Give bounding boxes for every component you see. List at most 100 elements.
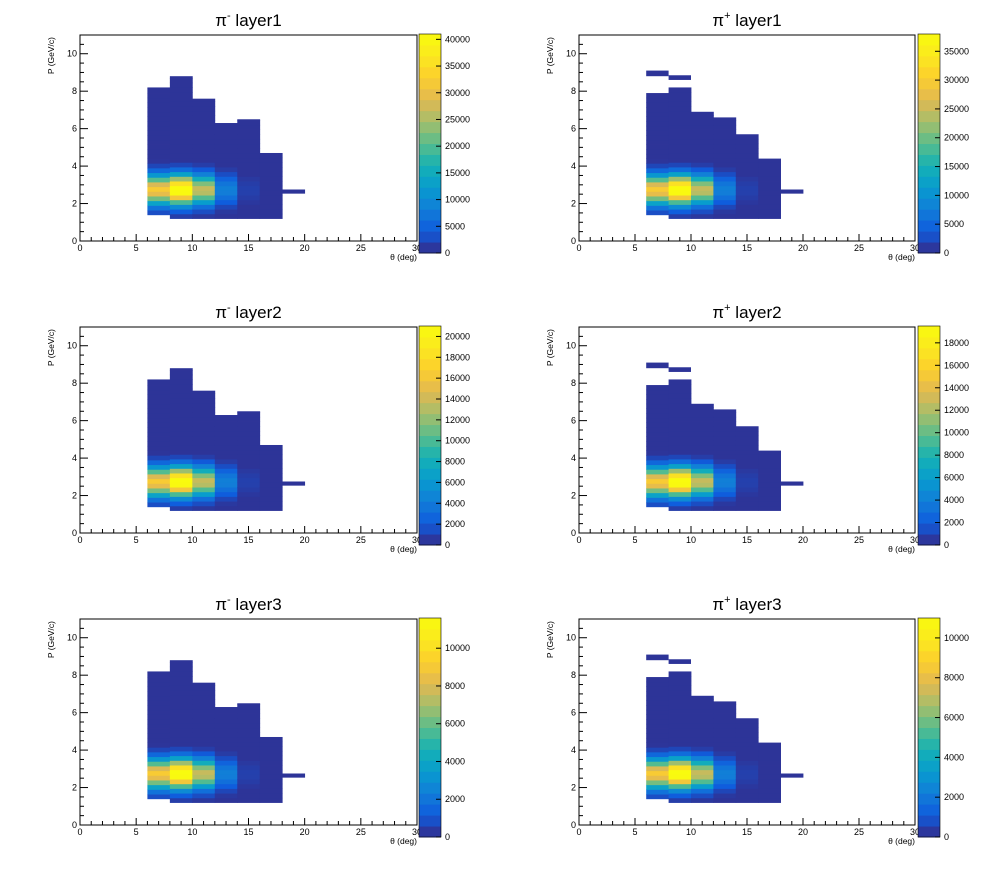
y-tick-label: 2: [72, 491, 77, 501]
heatmap-cell: [668, 659, 691, 664]
z-tick-label: 2000: [944, 518, 964, 528]
heatmap-cell: [668, 398, 692, 404]
heatmap-cell: [147, 441, 171, 447]
color-scale-band: [918, 198, 940, 210]
heatmap-cell: [237, 449, 261, 455]
heatmap-cell: [668, 75, 691, 80]
heatmap-cell: [192, 732, 216, 738]
heatmap-cell: [758, 190, 781, 196]
color-scale-frame: [418, 325, 442, 546]
heatmap-cell: [147, 681, 171, 687]
color-scale-frame: [418, 617, 442, 838]
z-tick-label: 5000: [445, 221, 465, 231]
heatmap-cell: [668, 162, 692, 168]
heatmap-cell: [668, 736, 692, 743]
heatmap-cell: [192, 491, 216, 497]
heatmap-cell: [668, 367, 691, 372]
color-scale-band: [918, 628, 940, 641]
heatmap-cell: [259, 477, 283, 483]
heatmap-cell: [237, 209, 261, 215]
heatmap-cell: [214, 746, 238, 752]
heatmap-cell: [237, 477, 261, 483]
heatmap-cell: [169, 129, 193, 135]
x-tick-label: 20: [300, 243, 310, 253]
heatmap-cell: [668, 435, 692, 441]
heatmap-cell: [192, 435, 216, 441]
heatmap-cell: [735, 213, 759, 219]
heatmap-cell: [691, 487, 714, 493]
z-tick-label: 4000: [944, 752, 964, 762]
y-tick-label: 6: [72, 416, 77, 426]
heatmap-cell: [646, 450, 669, 456]
color-scale-band: [918, 209, 940, 221]
heatmap-cell: [147, 723, 171, 729]
heatmap-cell: [691, 695, 714, 700]
heatmap-panel-1: 0 5 10 15 20 25 30 0 2 4 6 8 10 θ (deg) P (GeV/c) π- la…: [46, 10, 470, 262]
heatmap-cell: [735, 143, 759, 149]
heatmap-cell: [691, 176, 714, 182]
y-tick-label: 0: [72, 236, 77, 246]
heatmap-cell: [713, 760, 737, 766]
heatmap-cell: [147, 719, 171, 725]
heatmap-cell: [147, 182, 171, 188]
heatmap-cell: [668, 676, 692, 682]
heatmap-cell: [735, 430, 759, 437]
heatmap-cell: [192, 694, 216, 700]
heatmap-cell: [259, 769, 283, 775]
heatmap-cell: [668, 195, 692, 201]
heatmap-cell: [691, 167, 714, 173]
heatmap-cell: [735, 797, 759, 803]
x-tick-label: 10: [187, 243, 197, 253]
panel-title: π+ layer2: [712, 302, 781, 322]
heatmap-cell: [237, 124, 261, 130]
heatmap-cell: [214, 195, 238, 201]
z-tick-label: 2000: [445, 794, 465, 804]
heatmap-cell: [192, 463, 216, 469]
heatmap-cell: [169, 666, 193, 672]
heatmap-cell: [691, 783, 714, 789]
heatmap-cell: [259, 482, 283, 488]
heatmap-cell: [668, 190, 692, 196]
heatmap-cell: [735, 204, 759, 210]
heatmap-cell: [192, 430, 216, 437]
heatmap-cell: [259, 190, 283, 196]
color-scale-band: [419, 705, 441, 718]
heatmap-cell: [735, 788, 759, 794]
color-scale-band: [918, 618, 940, 630]
heatmap-cell: [214, 751, 238, 757]
color-scale-band: [918, 424, 940, 436]
heatmap-cell: [668, 181, 692, 187]
heatmap-cell: [259, 496, 283, 502]
heatmap-cell: [668, 176, 692, 182]
heatmap-cell: [646, 455, 669, 461]
heatmap-cell: [192, 162, 216, 168]
heatmap-cell: [169, 82, 193, 88]
heatmap-cell: [237, 134, 261, 140]
heatmap-cell: [169, 676, 193, 682]
heatmap-cell: [192, 797, 216, 803]
heatmap-cell: [713, 718, 737, 724]
heatmap-cell: [192, 496, 216, 502]
heatmap-cell: [237, 138, 261, 145]
heatmap-cell: [192, 171, 216, 177]
heatmap-cell: [237, 143, 261, 149]
heatmap-cell: [668, 106, 692, 112]
heatmap-cell: [192, 185, 216, 191]
heatmap-cell: [192, 110, 216, 116]
y-tick-label: 10: [566, 49, 576, 59]
heatmap-cell: [169, 463, 193, 469]
heatmap-cell: [691, 491, 714, 497]
heatmap-cell: [214, 181, 238, 187]
heatmap-cell: [735, 793, 759, 799]
heatmap-cell: [169, 491, 193, 497]
heatmap-cell: [735, 181, 759, 187]
heatmap-cell: [713, 713, 737, 719]
z-tick-label: 4000: [944, 495, 964, 505]
color-scale-band: [918, 34, 940, 46]
heatmap-cell: [713, 209, 737, 215]
heatmap-cell: [192, 199, 216, 205]
heatmap-cell: [259, 209, 283, 215]
heatmap-cell: [147, 474, 171, 480]
z-tick-label: 8000: [944, 673, 964, 683]
color-scale-band: [918, 99, 940, 112]
